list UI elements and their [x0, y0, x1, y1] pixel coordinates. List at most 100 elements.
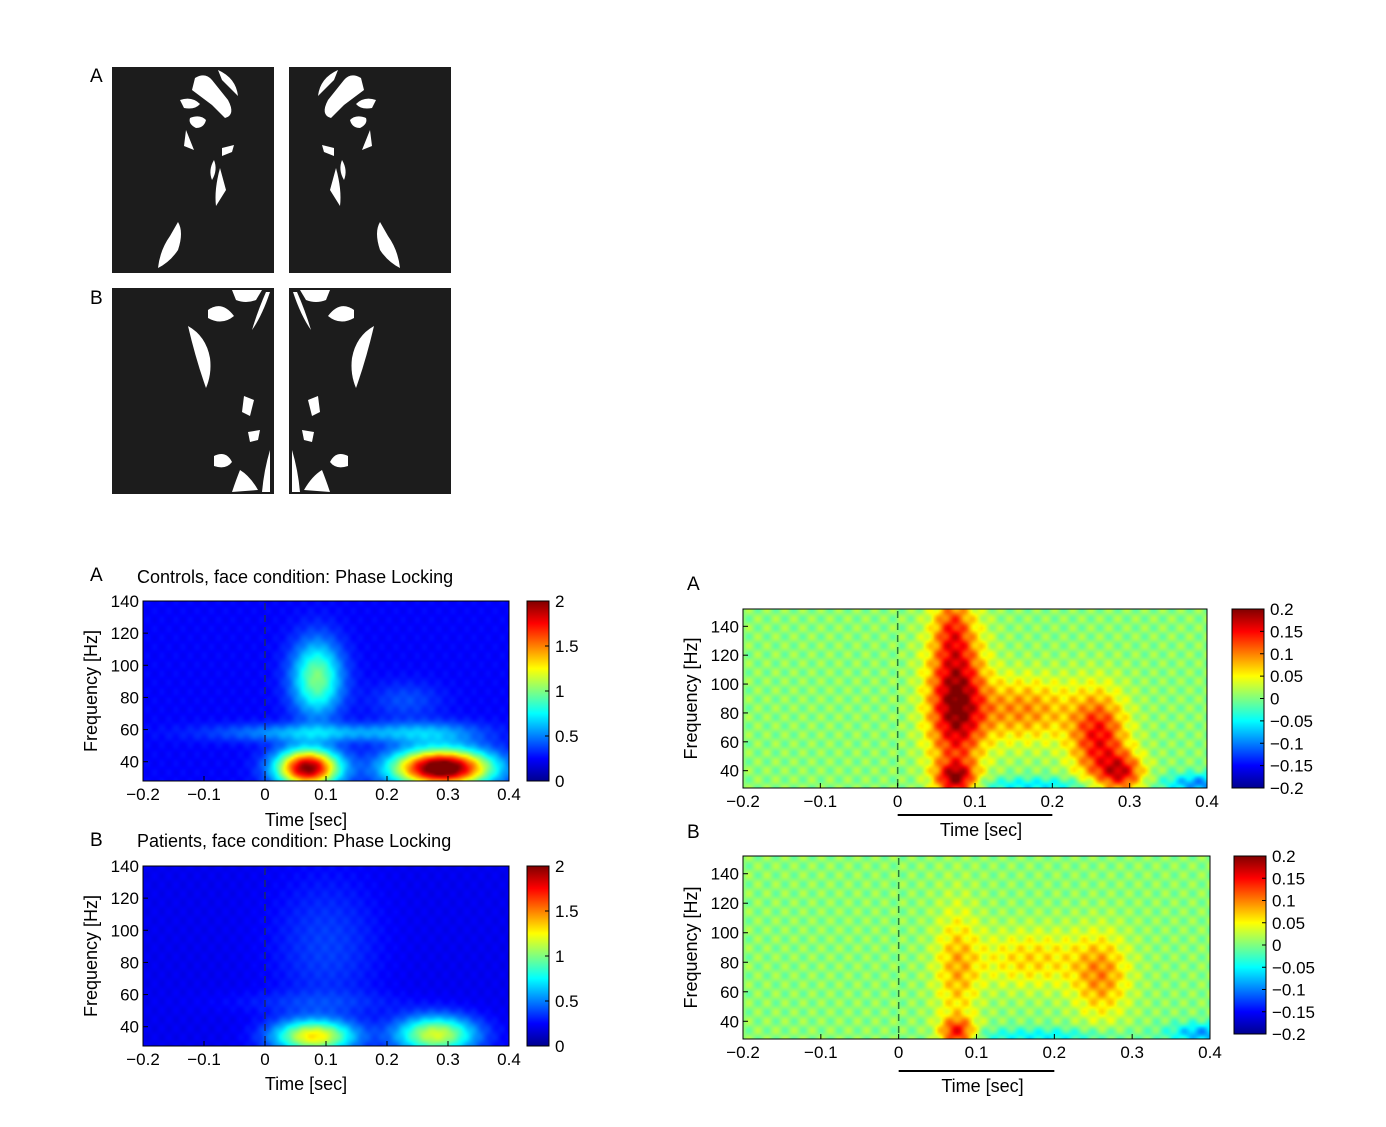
- x-tick-label: 0: [260, 785, 269, 804]
- colorbar-tick-label: 2: [555, 857, 564, 876]
- chart-patients-phase-locking: −0.2 −0.1 0 0.1 0.2 0.3 0.4406080100120140Time…: [81, 830, 579, 1094]
- heatmap-image: [143, 866, 509, 1046]
- y-tick-label: 40: [720, 762, 739, 781]
- heatmap-image: [143, 601, 509, 781]
- x-tick-label: 0: [260, 1050, 269, 1069]
- y-tick-label: 40: [120, 753, 139, 772]
- y-tick-label: 140: [711, 617, 739, 636]
- y-axis-label: Frequency [Hz]: [681, 637, 701, 759]
- face-stimulus-inverted-right: [289, 288, 451, 494]
- chart-controls-phase-locking: −0.2 −0.1 0 0.1 0.2 0.3 0.4406080100120140Time…: [81, 565, 579, 830]
- y-tick-label: 140: [711, 865, 739, 884]
- y-tick-label: 120: [711, 646, 739, 665]
- x-tick-label: 0.2: [375, 1050, 399, 1069]
- x-tick-label: 0.3: [1120, 1043, 1144, 1062]
- colorbar-tick-label: 1: [555, 682, 564, 701]
- x-tick-label: −0.2: [126, 1050, 160, 1069]
- colorbar-tick-label: −0.2: [1272, 1025, 1306, 1044]
- x-tick-label: 0.1: [963, 792, 987, 811]
- colorbar-tick-label: −0.1: [1272, 981, 1306, 1000]
- y-tick-label: 120: [111, 889, 139, 908]
- y-tick-label: 100: [111, 656, 139, 675]
- panel-label: B: [687, 822, 700, 843]
- y-tick-label: 100: [111, 921, 139, 940]
- y-tick-label: 60: [720, 733, 739, 752]
- colorbar-tick-label: 0: [1272, 936, 1281, 955]
- x-tick-label: 0.1: [314, 785, 338, 804]
- colorbar: [1231, 608, 1265, 789]
- colorbar-tick-label: −0.05: [1272, 958, 1315, 977]
- x-tick-label: 0.1: [965, 1043, 989, 1062]
- y-tick-label: 140: [111, 592, 139, 611]
- x-tick-label: −0.2: [726, 1043, 760, 1062]
- panel-label: B: [90, 830, 103, 851]
- colorbar-tick-label: 0.15: [1270, 622, 1303, 641]
- panel-label: A: [687, 574, 700, 595]
- chart-title: Patients, face condition: Phase Locking: [137, 831, 451, 851]
- colorbar-tick-label: 0: [555, 1037, 564, 1056]
- colorbar-tick-label: 0.1: [1272, 892, 1296, 911]
- y-tick-label: 100: [711, 924, 739, 943]
- x-tick-label: −0.1: [187, 1050, 221, 1069]
- colorbar-tick-label: 0.1: [1270, 645, 1294, 664]
- x-tick-label: 0.2: [375, 785, 399, 804]
- y-tick-label: 120: [711, 894, 739, 913]
- x-tick-label: −0.1: [187, 785, 221, 804]
- y-tick-label: 60: [120, 721, 139, 740]
- x-tick-label: 0.3: [1118, 792, 1142, 811]
- colorbar-tick-label: −0.15: [1270, 757, 1313, 776]
- heatmap-image: [743, 609, 1207, 788]
- x-tick-label: 0.1: [314, 1050, 338, 1069]
- y-tick-label: 80: [720, 704, 739, 723]
- x-tick-label: −0.1: [804, 792, 838, 811]
- y-tick-label: 40: [720, 1012, 739, 1031]
- face-stimulus-upright-left: [112, 67, 274, 273]
- colorbar-tick-label: 1.5: [555, 637, 579, 656]
- y-tick-label: 140: [111, 857, 139, 876]
- colorbar-tick-label: −0.1: [1270, 734, 1304, 753]
- colorbar-tick-label: 0.2: [1272, 847, 1296, 866]
- y-axis-label: Frequency [Hz]: [81, 630, 101, 752]
- y-axis-label: Frequency [Hz]: [81, 895, 101, 1017]
- x-tick-label: 0.3: [436, 785, 460, 804]
- y-tick-label: 80: [720, 953, 739, 972]
- colorbar-tick-label: 0: [555, 772, 564, 791]
- x-tick-label: 0.4: [497, 785, 521, 804]
- y-tick-label: 40: [120, 1018, 139, 1037]
- x-tick-label: −0.2: [126, 785, 160, 804]
- colorbar-tick-label: −0.05: [1270, 712, 1313, 731]
- y-tick-label: 60: [120, 986, 139, 1005]
- colorbar-tick-label: 0: [1270, 690, 1279, 709]
- colorbar-tick-label: 1.5: [555, 902, 579, 921]
- x-axis-label: Time [sec]: [265, 1074, 347, 1094]
- y-tick-label: 80: [120, 953, 139, 972]
- colorbar-tick-label: 0.05: [1270, 667, 1303, 686]
- x-tick-label: 0.2: [1043, 1043, 1067, 1062]
- x-tick-label: 0.4: [497, 1050, 521, 1069]
- stimuli-figure: A B: [90, 66, 451, 494]
- colorbar-tick-label: −0.15: [1272, 1003, 1315, 1022]
- colorbar-tick-label: 0.5: [555, 727, 579, 746]
- x-tick-label: 0.4: [1195, 792, 1219, 811]
- colorbar-tick-label: 0.5: [555, 992, 579, 1011]
- x-axis-label: Time [sec]: [940, 820, 1022, 840]
- x-tick-label: −0.2: [726, 792, 760, 811]
- colorbar-tick-label: 0.15: [1272, 869, 1305, 888]
- chart-title: Controls, face condition: Phase Locking: [137, 567, 453, 587]
- y-axis-label: Frequency [Hz]: [681, 886, 701, 1008]
- heatmap-image: [743, 856, 1210, 1039]
- x-tick-label: 0.4: [1198, 1043, 1222, 1062]
- x-axis-label: Time [sec]: [941, 1076, 1023, 1096]
- x-tick-label: −0.1: [804, 1043, 838, 1062]
- y-tick-label: 120: [111, 624, 139, 643]
- y-tick-label: 60: [720, 983, 739, 1002]
- stimuli-row-label-a: A: [90, 66, 103, 87]
- face-stimulus-upright-right: [289, 67, 451, 273]
- x-tick-label: 0: [894, 1043, 903, 1062]
- panel-label: A: [90, 565, 103, 586]
- face-stimulus-inverted-left: [112, 288, 274, 494]
- colorbar-tick-label: 2: [555, 592, 564, 611]
- colorbar: [1233, 855, 1267, 1035]
- colorbar-tick-label: 0.05: [1272, 914, 1305, 933]
- x-tick-label: 0: [893, 792, 902, 811]
